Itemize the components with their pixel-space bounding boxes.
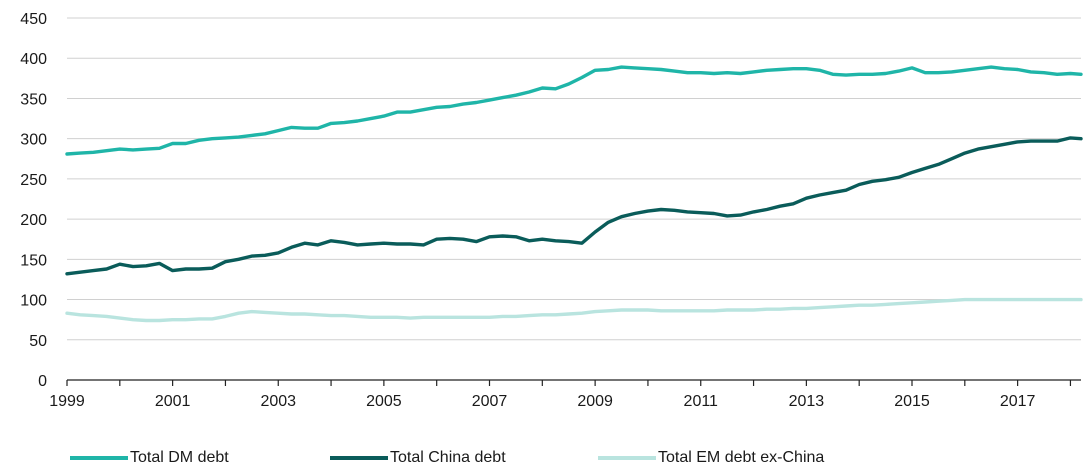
x-tick-label-2017: 2017 [1000,393,1036,410]
legend-item-total-em-debt-ex-china: Total EM debt ex-China [598,446,824,470]
legend-item-total-dm-debt: Total DM debt [70,446,229,470]
x-tick-label-2015: 2015 [894,393,930,410]
legend-item-total-china-debt: Total China debt [330,446,506,470]
series-line-total-china-debt [65,136,1083,276]
y-tick-label-350: 350 [20,91,47,108]
x-tick-label-1999: 1999 [49,393,85,410]
x-tick-label-2011: 2011 [684,393,719,410]
line-chart: 0 50 100 150 200 250 300 350 400 450 1999 2001 2003… [20,11,1083,410]
legend-label-total-em-debt-ex-china: Total EM debt ex-China [658,449,825,466]
legend-swatch-total-em-debt-ex-china [598,456,656,460]
x-tick-label-2003: 2003 [260,393,296,410]
legend-label-total-dm-debt: Total DM debt [130,449,229,466]
y-tick-label-150: 150 [20,252,47,269]
x-tick-label-2005: 2005 [366,393,402,410]
legend: Total DM debt Total China debt Total EM … [0,446,1090,470]
y-tick-label-200: 200 [20,212,47,229]
x-tick-label-2007: 2007 [472,393,508,410]
legend-swatch-total-dm-debt [70,456,128,460]
series-lines [65,65,1083,323]
x-axis: 1999 2001 2003 2005 2007 2009 2011 2013 2015 2017 [49,379,1081,410]
x-tick-label-2001: 2001 [155,393,191,410]
y-tick-label-400: 400 [20,51,47,68]
legend-swatch-total-china-debt [330,456,388,460]
y-tick-label-50: 50 [29,333,47,350]
gridlines [67,17,1081,341]
y-tick-label-100: 100 [20,293,47,310]
x-tick-label-2009: 2009 [577,393,613,410]
y-tick-label-300: 300 [20,132,47,149]
x-tick-label-2013: 2013 [789,393,825,410]
y-tick-label-250: 250 [20,172,47,189]
legend-label-total-china-debt: Total China debt [390,449,506,466]
series-line-total-dm-debt [65,65,1083,156]
series-line-total-em-debt-ex-china [65,297,1083,323]
y-tick-label-450: 450 [20,11,47,28]
y-axis: 0 50 100 150 200 250 300 350 400 450 [20,11,47,390]
y-tick-label-0: 0 [38,373,47,390]
